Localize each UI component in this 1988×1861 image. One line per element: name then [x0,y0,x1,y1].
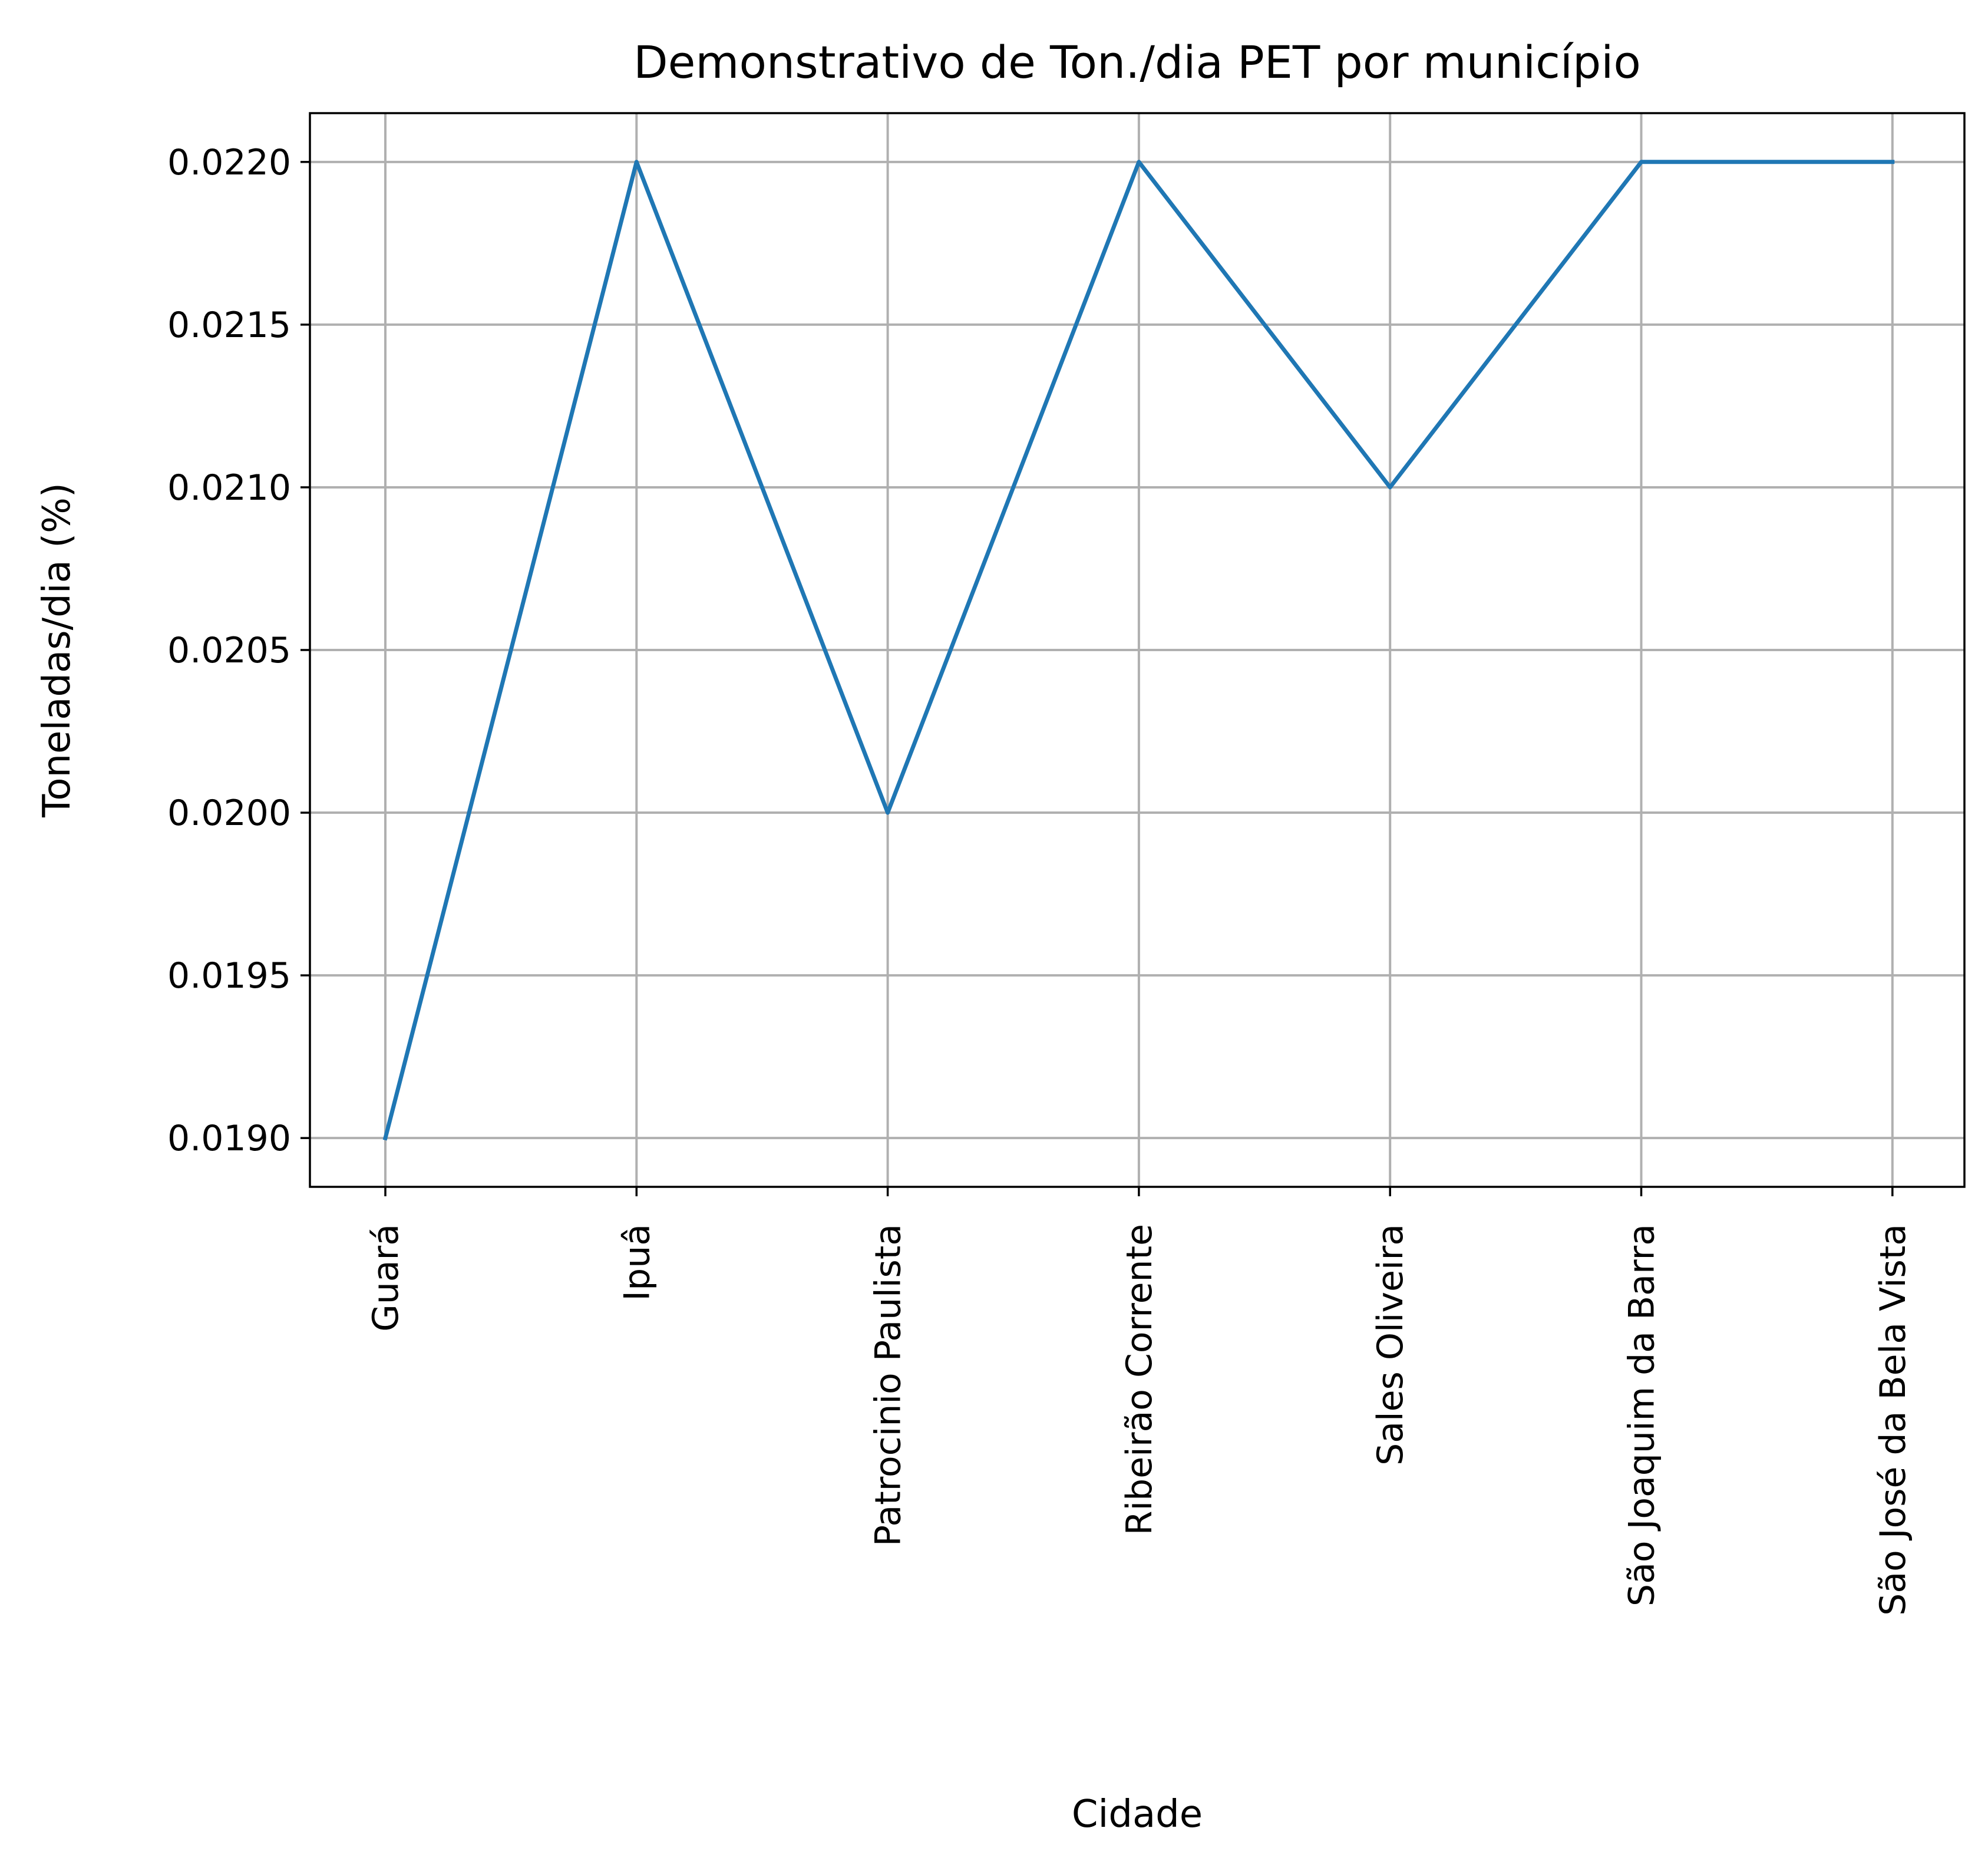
y-tick-label: 0.0190 [167,1118,291,1159]
y-tick-label: 0.0210 [167,467,291,509]
y-tick-label: 0.0215 [167,305,291,346]
series-layer [382,160,1895,1141]
y-tick-label: 0.0220 [167,142,291,183]
x-axis-label: Cidade [1072,1793,1203,1836]
x-tick-label: Ribeirão Corrente [1119,1224,1160,1535]
y-tick-label: 0.0200 [167,793,291,834]
x-tick-label: São Joaquim da Barra [1622,1224,1663,1606]
y-tick-label: 0.0195 [167,955,291,997]
chart-title: Demonstrativo de Ton./dia PET por municí… [633,36,1641,88]
x-tick-label: Patrocinio Paulista [868,1224,909,1546]
series-line [382,160,1895,1141]
ticks: Guará Ipuâ Patrocinio Paulista Ribeirão Cor… [167,142,1914,1616]
x-tick-label: São José da Bela Vista [1873,1224,1914,1616]
x-tick-label: Guará [365,1224,407,1332]
x-tick-label: Sales Oliveira [1370,1224,1411,1466]
y-tick-label: 0.0205 [167,630,291,671]
y-axis-label: Toneladas/dia (%) [35,483,79,818]
x-tick-label: Ipuâ [616,1224,658,1301]
